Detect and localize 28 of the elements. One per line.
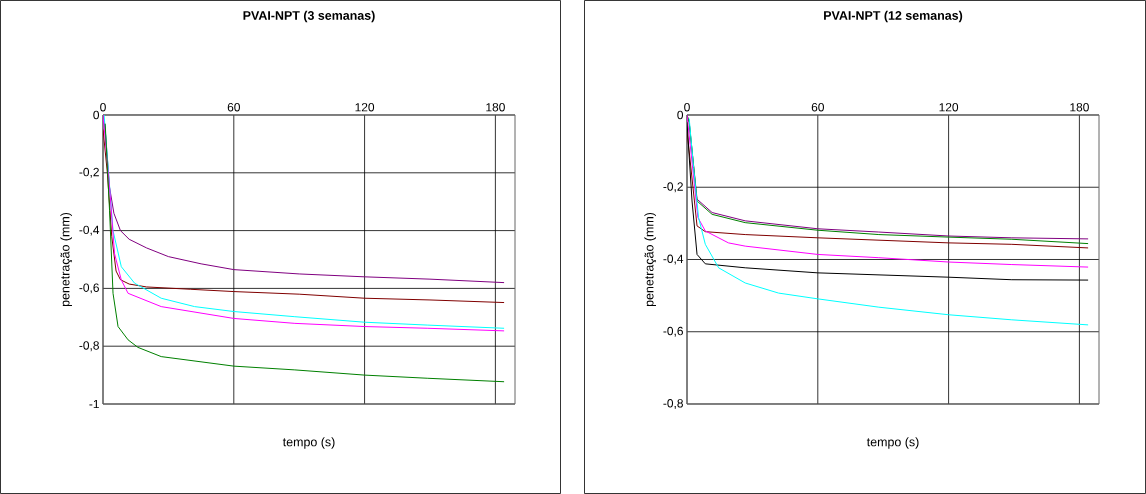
x-tick-label: 0 [684,103,690,112]
x-tick-label: 120 [939,103,959,112]
chart-title: PVAI-NPT (3 semanas) [243,10,375,23]
y-tick-label: -0,4 [663,254,684,265]
y-tick-label: -0,2 [79,167,99,178]
x-axis-title: tempo (s) [866,437,919,449]
y-tick-label: -0,2 [663,182,683,193]
x-tick-label: 180 [1070,103,1089,112]
y-tick-label: -0,6 [79,283,99,294]
y-tick-label: -0,4 [79,225,100,236]
y-tick-label: -0,8 [663,399,683,409]
x-tick-label: 60 [227,103,240,112]
x-tick-label: 120 [355,103,375,112]
y-tick-label: -0,8 [79,341,99,352]
y-tick-label: 0 [677,110,684,120]
chart-title: PVAI-NPT (12 semanas) [824,10,963,23]
y-axis-title: penetração (mm) [644,212,657,307]
x-axis-title: tempo (s) [282,437,335,449]
x-tick-label: 180 [486,103,505,112]
line-series [104,123,505,383]
y-tick-label: 0 [93,110,100,120]
y-tick-label: -0,6 [663,326,683,337]
x-tick-label: 60 [811,103,824,112]
y-tick-label: -1 [89,399,99,409]
line-series [688,118,1089,326]
x-tick-label: 0 [100,103,106,112]
y-axis-title: penetração (mm) [60,212,73,307]
line-series [103,128,505,304]
